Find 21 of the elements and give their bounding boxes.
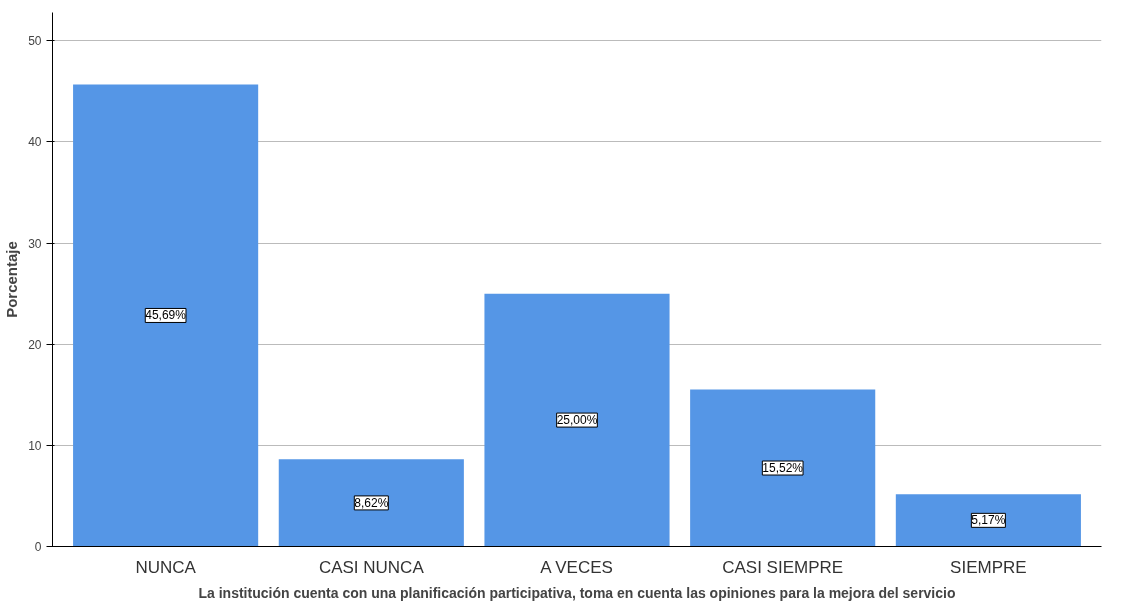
- bar: [895, 494, 1081, 547]
- bar: [690, 389, 876, 547]
- y-tick-label: 10: [28, 438, 42, 453]
- y-tick-label: 40: [28, 135, 42, 150]
- data-label: 5,17%: [971, 513, 1006, 528]
- y-tick-label: 20: [28, 337, 42, 352]
- x-tick-label: CASI NUNCA: [318, 557, 425, 577]
- data-label: 25,00%: [556, 413, 598, 428]
- y-tick-label: 30: [28, 236, 42, 251]
- y-tick-label: 0: [34, 540, 42, 554]
- x-tick-label: NUNCA: [135, 557, 197, 577]
- x-tick-label: A VECES: [540, 557, 613, 577]
- bar: [484, 293, 670, 547]
- x-tick-label: CASI SIEMPRE: [722, 557, 844, 577]
- y-axis-title: Porcentaje: [3, 241, 21, 318]
- data-label: 15,52%: [762, 461, 804, 476]
- bar: [278, 459, 464, 547]
- x-tick-label: SIEMPRE: [950, 557, 1027, 577]
- bar: [73, 84, 259, 547]
- y-tick-label: 50: [28, 34, 42, 49]
- x-axis-title: La institución cuenta con una planificación participativa, toma en cuenta las opiniones para la mejora del servicio: [198, 584, 956, 601]
